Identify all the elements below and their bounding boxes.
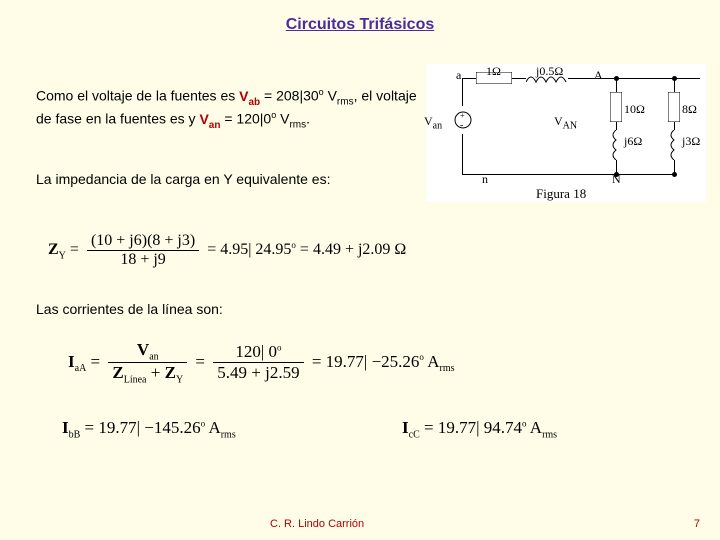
resistor-1ohm-icon: [476, 72, 512, 84]
eq2-frac2: 120| 0o 5.49 + j2.59: [213, 342, 303, 383]
label-8ohm: 8Ω: [682, 102, 697, 117]
p1-b: = 208|30: [264, 88, 319, 104]
p1-e: = 120|0: [224, 111, 271, 127]
inductor-j6-icon: [610, 130, 622, 160]
equation-ia: IaA = Van ZLínea + ZY = 120| 0o 5.49 + j…: [68, 340, 455, 386]
label-j6: j6Ω: [624, 134, 642, 149]
resistor-10ohm-icon: [610, 92, 622, 122]
label-10ohm: 10Ω: [624, 102, 645, 117]
equation-zy: ZY = (10 + j6)(8 + j3) 18 + j9 = 4.95| 2…: [48, 232, 406, 269]
node-a: a: [456, 68, 461, 83]
node-A-upper: A: [594, 68, 603, 83]
equation-ib: IbB = 19.77| −145.26o Arms: [62, 418, 236, 440]
svg-text:+: +: [460, 111, 465, 120]
label-j3: j3Ω: [682, 134, 700, 149]
deg-2: o: [271, 110, 276, 120]
footer-author: C. R. Lindo Carrión: [270, 518, 364, 530]
svg-text:-: -: [460, 120, 463, 131]
var-van: Van: [199, 111, 220, 127]
rms-1: rms: [337, 96, 354, 107]
eq2-frac1: Van ZLínea + ZY: [108, 340, 187, 386]
p1-c-v: V: [328, 88, 337, 104]
paragraph-3: Las corrientes de la línea son:: [36, 300, 223, 319]
paragraph-1: Como el voltaje de la fuentes es Vab = 2…: [36, 86, 418, 132]
page-number: 7: [694, 518, 700, 530]
label-van-upper: VAN: [554, 114, 577, 131]
resistor-8ohm-icon: [668, 92, 680, 122]
eq1-frac: (10 + j6)(8 + j3) 18 + j9: [87, 232, 199, 269]
inductor-j3-icon: [668, 130, 680, 160]
p1-g: .: [306, 111, 310, 127]
p1-a: Como el voltaje de la fuentes es: [36, 88, 239, 104]
rms-2: rms: [289, 119, 306, 130]
circuit-caption: Figura 18: [536, 186, 586, 202]
page-title: Circuitos Trifásicos: [0, 0, 720, 34]
paragraph-2: La impedancia de la carga en Y equivalen…: [36, 170, 406, 189]
deg-1: o: [319, 87, 324, 97]
label-van: Van: [424, 114, 442, 131]
source-icon: +-: [454, 106, 472, 134]
var-vab: Vab: [239, 88, 260, 104]
equation-ic: IcC = 19.77| 94.74o Arms: [402, 418, 557, 440]
circuit-diagram: a A 1Ω j0.5Ω 10Ω 8Ω j6Ω j3Ω Van VAN n N …: [426, 64, 706, 202]
inductor-j05-icon: [526, 72, 568, 84]
